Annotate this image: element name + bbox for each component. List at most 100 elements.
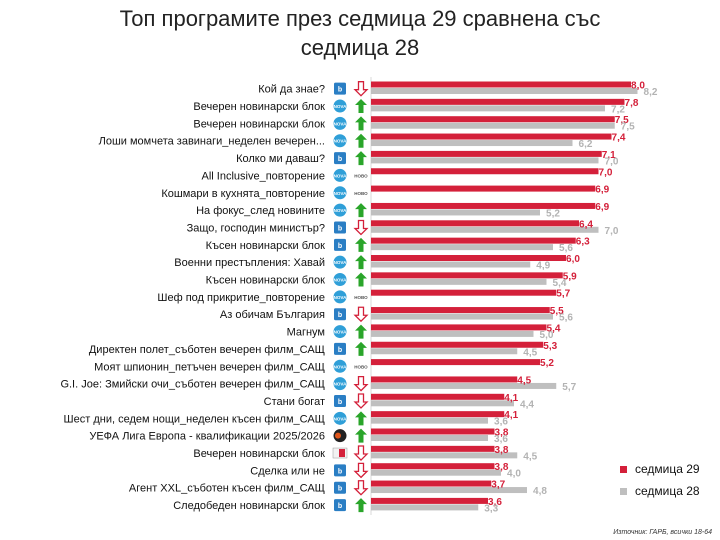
- nova-logo-text: NOVA: [334, 191, 347, 196]
- bar-week-29: [371, 497, 488, 504]
- category-label: Следобеден новинарски блок: [173, 500, 325, 512]
- data-label-week-28: 4,8: [533, 486, 547, 497]
- bar-week-29: [371, 81, 631, 88]
- data-label-week-29: 8,0: [631, 81, 645, 92]
- data-label-week-29: 3,8: [495, 428, 509, 439]
- data-label-week-28: 5,4: [553, 278, 567, 289]
- bar-week-28: [371, 313, 553, 320]
- category-label: Сделка или не: [250, 465, 325, 477]
- bar-week-28: [371, 105, 605, 112]
- btv-logo-text: b: [338, 486, 342, 493]
- btv-logo-text: b: [338, 225, 342, 232]
- diema-sport-logo-mark: [335, 432, 341, 439]
- bar-week-29: [371, 168, 599, 175]
- bar-week-28: [371, 122, 615, 129]
- new-program-label: НОВО: [354, 364, 368, 369]
- legend-label-current: седмица 29: [635, 462, 700, 476]
- bar-week-29: [371, 220, 579, 227]
- data-label-week-28: 7,0: [605, 226, 619, 237]
- bar-week-28: [371, 330, 534, 337]
- category-label: Агент XXL_съботен късен филм_САЩ: [129, 483, 325, 495]
- bar-week-28: [371, 452, 518, 459]
- nova-logo-icon: [333, 377, 347, 391]
- trend-up-arrow-icon: [355, 133, 367, 148]
- bar-week-29: [371, 445, 495, 452]
- category-label: Магнум: [287, 327, 325, 339]
- trend-up-arrow-icon: [355, 99, 367, 114]
- data-label-week-29: 4,5: [517, 375, 531, 386]
- legend-item-previous: седмица 28: [620, 480, 700, 502]
- trend-up-arrow-icon: [355, 498, 367, 513]
- data-label-week-29: 7,0: [599, 167, 613, 178]
- category-label: Шеф под прикритие_повторение: [157, 292, 325, 304]
- data-label-week-29: 7,5: [615, 115, 629, 126]
- nova-logo-icon: [333, 255, 347, 269]
- bar-week-29: [371, 289, 557, 296]
- nova-logo-icon: [333, 99, 347, 113]
- nova-logo-text: NOVA: [334, 208, 347, 213]
- bar-week-29: [371, 255, 566, 261]
- btv-logo-text: b: [338, 87, 342, 94]
- legend-swatch-current: [620, 465, 627, 473]
- trend-up-arrow-icon: [355, 116, 367, 131]
- legend-label-previous: седмица 28: [635, 484, 700, 498]
- nova-logo-text: NOVA: [334, 295, 347, 300]
- btv-logo-icon: [334, 238, 346, 251]
- trend-down-arrow-icon: [353, 480, 369, 496]
- btv-logo-icon: [334, 221, 346, 234]
- btv-logo-icon: [334, 394, 346, 407]
- trend-up-arrow-icon: [355, 411, 367, 426]
- btv-logo-text: b: [338, 156, 342, 163]
- data-label-week-29: 7,4: [612, 133, 626, 144]
- btv-logo-text: b: [338, 468, 342, 475]
- btv-logo-icon: [334, 152, 346, 165]
- nova-logo-text: NOVA: [334, 382, 347, 387]
- btv-logo-text: b: [338, 312, 342, 319]
- category-label: Шест дни, седем нощи_неделен късен филм_…: [64, 413, 325, 425]
- data-label-week-29: 6,9: [595, 185, 609, 196]
- bar-week-28: [371, 487, 527, 494]
- data-label-week-28: 4,5: [523, 347, 537, 358]
- nova-logo-text: NOVA: [334, 278, 347, 283]
- category-label: УЕФА Лига Европа - квалификации 2025/202…: [89, 431, 325, 443]
- bar-week-28: [371, 435, 488, 441]
- nova-logo-icon: [333, 411, 347, 425]
- data-label-week-28: 5,6: [559, 243, 573, 254]
- trend-up-arrow-icon: [355, 203, 367, 218]
- category-label: Късен новинарски блок: [206, 240, 326, 252]
- category-label: Късен новинарски блок: [206, 275, 326, 287]
- bar-week-28: [371, 417, 488, 424]
- bar-week-28: [371, 157, 599, 164]
- new-program-label: НОВО: [354, 191, 368, 196]
- bar-week-29: [371, 428, 495, 435]
- btv-logo-text: b: [338, 503, 342, 510]
- bar-week-28: [371, 209, 540, 216]
- data-label-week-29: 3,6: [488, 497, 502, 508]
- category-label: Моят шпионин_петъчен вечерен филм_САЩ: [94, 361, 325, 373]
- trend-down-arrow-icon: [353, 393, 369, 409]
- category-label: Аз обичам България: [220, 309, 325, 321]
- category-label: Защо, господин министър?: [187, 222, 325, 234]
- new-program-label: НОВО: [354, 173, 368, 178]
- category-label: G.I. Joe: Змийски очи_съботен вечерен фи…: [60, 379, 325, 391]
- nova-logo-text: NOVA: [334, 173, 347, 178]
- category-label: Колко ми даваш?: [236, 153, 325, 165]
- data-label-week-28: 3,6: [494, 434, 508, 445]
- btv-logo-icon: [334, 464, 346, 477]
- bar-week-29: [371, 237, 576, 244]
- nova-logo-icon: [333, 168, 347, 182]
- bar-week-28: [371, 348, 518, 355]
- category-label: Кой да знае?: [258, 84, 325, 96]
- trend-up-arrow-icon: [355, 428, 367, 443]
- data-label-week-29: 6,4: [579, 219, 593, 230]
- trend-up-arrow-icon: [355, 255, 367, 270]
- data-label-week-29: 5,3: [543, 341, 557, 352]
- data-label-week-28: 4,4: [520, 399, 534, 410]
- chart-title: Топ програмите през седмица 29 сравнена …: [119, 6, 601, 60]
- nova-logo-icon: [333, 290, 347, 304]
- category-label: На фокус_след новините: [196, 205, 325, 217]
- btv-logo-icon: [334, 481, 346, 494]
- nova-logo-icon: [333, 273, 347, 287]
